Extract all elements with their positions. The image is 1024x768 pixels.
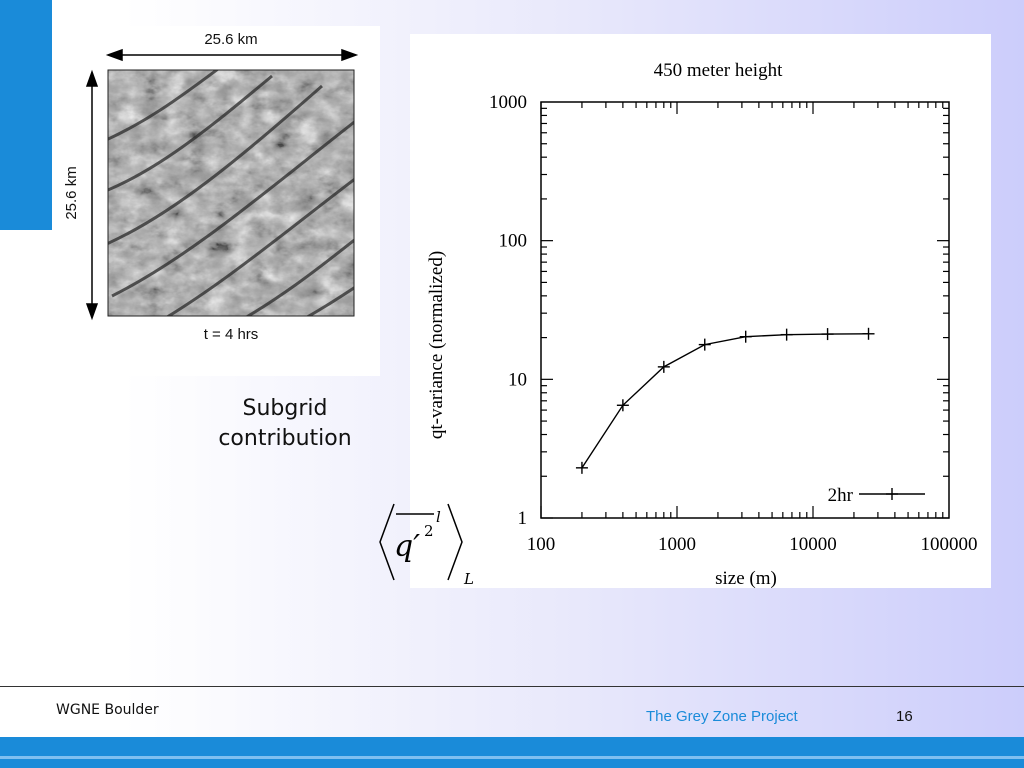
y-tick-label: 1000: [489, 92, 527, 113]
width-arrow: [105, 48, 359, 62]
y-tick-label: 10: [508, 369, 527, 390]
formula-base: q′: [394, 529, 420, 564]
chart-title: 450 meter height: [654, 60, 783, 81]
data-point: [862, 327, 875, 340]
footer-stripe: [0, 756, 1024, 759]
series-line: [581, 333, 869, 469]
y-tick-label: 100: [499, 231, 528, 252]
axis-ticks: [540, 102, 949, 519]
x-axis-label: size (m): [715, 568, 777, 588]
y-tick-labels: 1 10 100 1000: [489, 92, 527, 529]
cloud-field-panel: 25.6 km 25.6 km t = 4 hrs: [52, 26, 380, 376]
data-point: [575, 461, 588, 474]
data-point: [739, 330, 752, 343]
subgrid-caption: Subgrid contribution: [200, 394, 370, 454]
cloud-field-image: [107, 69, 355, 317]
cloud-field-figure: 25.6 km 25.6 km t = 4 hrs: [63, 31, 359, 343]
x-tick-labels: 100 1000 10000 100000: [527, 534, 978, 555]
x-tick-label: 100: [527, 534, 556, 555]
footer-project: The Grey Zone Project: [646, 708, 798, 725]
x-tick-label: 100000: [921, 534, 978, 555]
formula-sub: L: [463, 570, 474, 588]
plot-frame: [540, 101, 950, 519]
height-label: 25.6 km: [63, 166, 80, 219]
footer-bar: [0, 737, 1024, 768]
y-tick-label: 1: [518, 508, 528, 529]
time-label: t = 4 hrs: [204, 326, 259, 343]
data-point: [821, 328, 834, 341]
width-label: 25.6 km: [204, 31, 257, 48]
variance-formula: q′ 2 l L: [370, 492, 490, 592]
title-accent-bar: [0, 0, 52, 230]
page-number: 16: [896, 708, 913, 725]
data-point: [616, 399, 629, 412]
caption-line-1: Subgrid: [242, 396, 328, 421]
height-arrow: [85, 69, 99, 321]
footer-event: WGNE Boulder: [56, 702, 159, 718]
data-point: [657, 360, 670, 373]
legend-label: 2hr: [828, 485, 854, 506]
data-point: [780, 328, 793, 341]
data-point: [698, 338, 711, 351]
x-tick-label: 1000: [658, 534, 696, 555]
y-axis-label: qt-variance (normalized): [426, 251, 447, 439]
formula-sup: l: [436, 508, 441, 526]
legend: 2hr: [828, 485, 925, 506]
caption-line-2: contribution: [218, 426, 352, 451]
variance-chart: 450 meter height 100 1000 10000 100000 1101…: [426, 60, 978, 589]
x-tick-label: 10000: [789, 534, 837, 555]
formula-graphic: q′ 2 l L: [379, 503, 474, 588]
chart-panel: 450 meter height 100 1000 10000 100000 1 10 1…: [410, 34, 991, 589]
footer-divider: [0, 686, 1024, 687]
series-2hr: [575, 327, 875, 474]
formula-power: 2: [424, 522, 434, 540]
